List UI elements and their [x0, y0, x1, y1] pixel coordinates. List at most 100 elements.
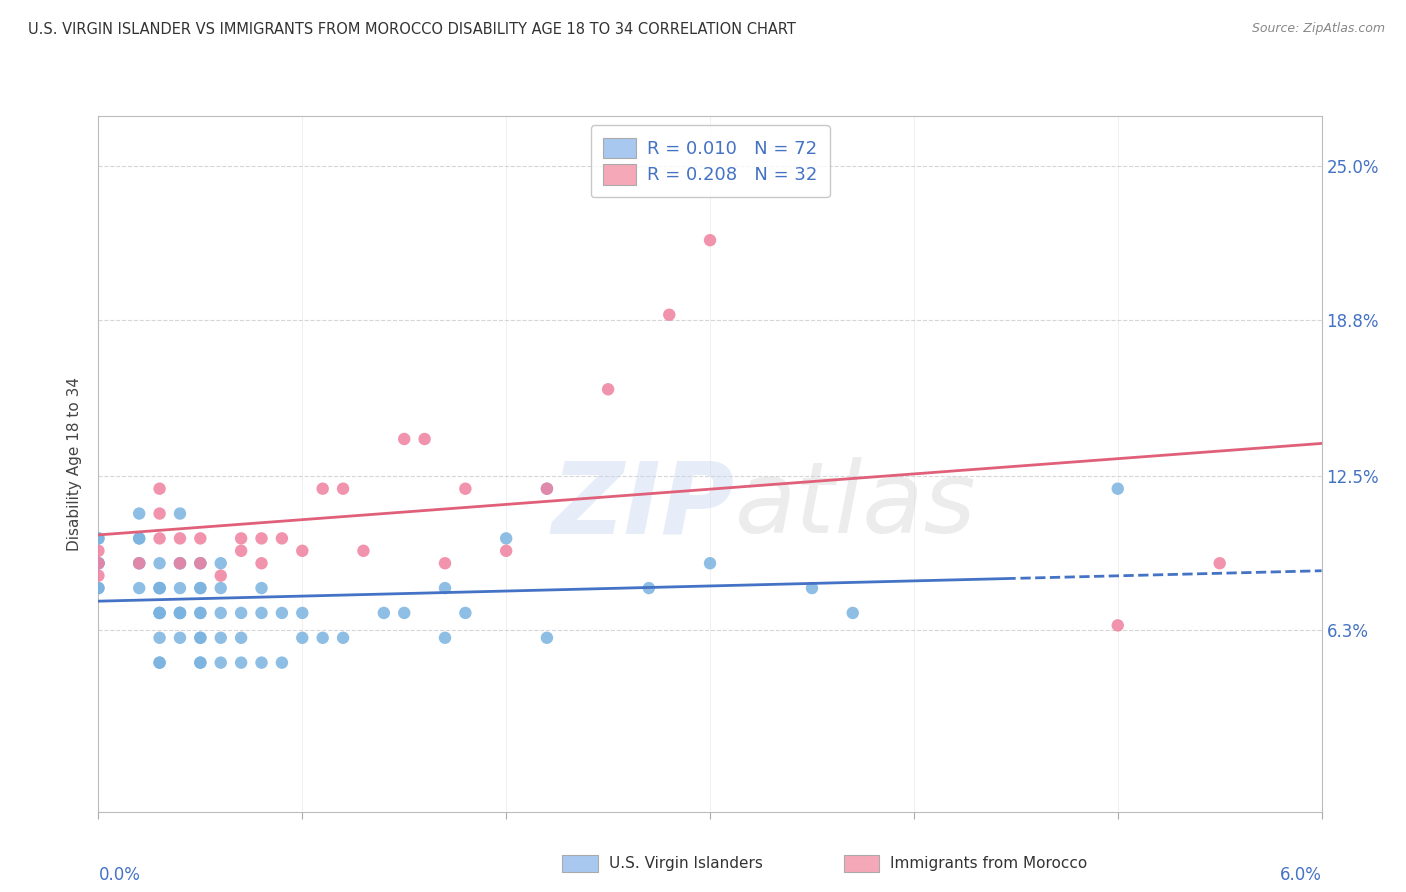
Point — [454, 482, 477, 496]
Point — [231, 606, 253, 620]
Point — [149, 532, 172, 546]
Point — [433, 556, 456, 570]
Point — [87, 543, 110, 558]
Point — [149, 581, 172, 595]
Point — [87, 556, 110, 570]
Point — [270, 656, 292, 670]
Point — [149, 656, 172, 670]
Point — [87, 581, 110, 595]
Text: Source: ZipAtlas.com: Source: ZipAtlas.com — [1251, 22, 1385, 36]
Point — [188, 631, 212, 645]
Point — [332, 482, 354, 496]
Point — [209, 606, 232, 620]
Point — [87, 568, 110, 582]
Point — [392, 606, 416, 620]
Point — [128, 581, 150, 595]
Point — [209, 581, 232, 595]
Point — [188, 556, 212, 570]
Point — [332, 631, 354, 645]
Point — [373, 606, 395, 620]
Point — [87, 532, 110, 546]
Point — [149, 482, 172, 496]
Point — [291, 543, 314, 558]
Point — [392, 432, 416, 446]
Point — [1107, 618, 1129, 632]
Point — [598, 382, 620, 396]
Point — [250, 581, 273, 595]
Text: U.S. Virgin Islanders: U.S. Virgin Islanders — [609, 856, 762, 871]
Point — [231, 543, 253, 558]
Text: U.S. VIRGIN ISLANDER VS IMMIGRANTS FROM MOROCCO DISABILITY AGE 18 TO 34 CORRELAT: U.S. VIRGIN ISLANDER VS IMMIGRANTS FROM … — [28, 22, 796, 37]
Point — [149, 606, 172, 620]
Point — [87, 581, 110, 595]
Point — [87, 556, 110, 570]
Point — [149, 656, 172, 670]
Point — [188, 631, 212, 645]
Text: 0.0%: 0.0% — [98, 866, 141, 884]
Point — [169, 556, 191, 570]
Point — [87, 532, 110, 546]
Point — [149, 581, 172, 595]
Point — [536, 631, 558, 645]
Point — [250, 656, 273, 670]
Point — [188, 556, 212, 570]
Point — [188, 606, 212, 620]
Point — [149, 606, 172, 620]
Point — [536, 482, 558, 496]
Point — [209, 568, 232, 582]
Point — [188, 606, 212, 620]
Point — [699, 556, 721, 570]
Point — [128, 556, 150, 570]
Point — [291, 631, 314, 645]
Point — [250, 606, 273, 620]
Point — [188, 656, 212, 670]
Point — [169, 606, 191, 620]
Point — [495, 532, 517, 546]
Point — [128, 507, 150, 521]
Point — [841, 606, 863, 620]
Point — [352, 543, 374, 558]
Point — [250, 532, 273, 546]
Point — [231, 532, 253, 546]
Point — [188, 532, 212, 546]
Point — [270, 532, 292, 546]
Text: ZIP: ZIP — [551, 457, 734, 554]
Point — [270, 606, 292, 620]
Point — [149, 581, 172, 595]
Point — [149, 606, 172, 620]
Text: 6.0%: 6.0% — [1279, 866, 1322, 884]
Point — [188, 556, 212, 570]
Point — [291, 606, 314, 620]
Point — [169, 581, 191, 595]
Point — [169, 507, 191, 521]
Point — [149, 631, 172, 645]
Point — [169, 606, 191, 620]
Point — [188, 581, 212, 595]
Point — [637, 581, 661, 595]
Point — [536, 482, 558, 496]
Point — [169, 631, 191, 645]
Point — [149, 507, 172, 521]
Legend: R = 0.010   N = 72, R = 0.208   N = 32: R = 0.010 N = 72, R = 0.208 N = 32 — [591, 125, 830, 197]
Point — [188, 581, 212, 595]
Y-axis label: Disability Age 18 to 34: Disability Age 18 to 34 — [67, 376, 83, 551]
Point — [250, 556, 273, 570]
Point — [149, 556, 172, 570]
Point — [128, 556, 150, 570]
Point — [169, 532, 191, 546]
Point — [658, 308, 681, 322]
Point — [433, 581, 456, 595]
Point — [87, 556, 110, 570]
Point — [169, 606, 191, 620]
Point — [209, 556, 232, 570]
Text: Immigrants from Morocco: Immigrants from Morocco — [890, 856, 1087, 871]
Point — [169, 556, 191, 570]
Point — [231, 656, 253, 670]
Point — [1208, 556, 1232, 570]
Text: atlas: atlas — [734, 457, 976, 554]
Point — [311, 482, 335, 496]
Point — [1107, 482, 1129, 496]
Point — [495, 543, 517, 558]
Point — [454, 606, 477, 620]
Point — [801, 581, 824, 595]
